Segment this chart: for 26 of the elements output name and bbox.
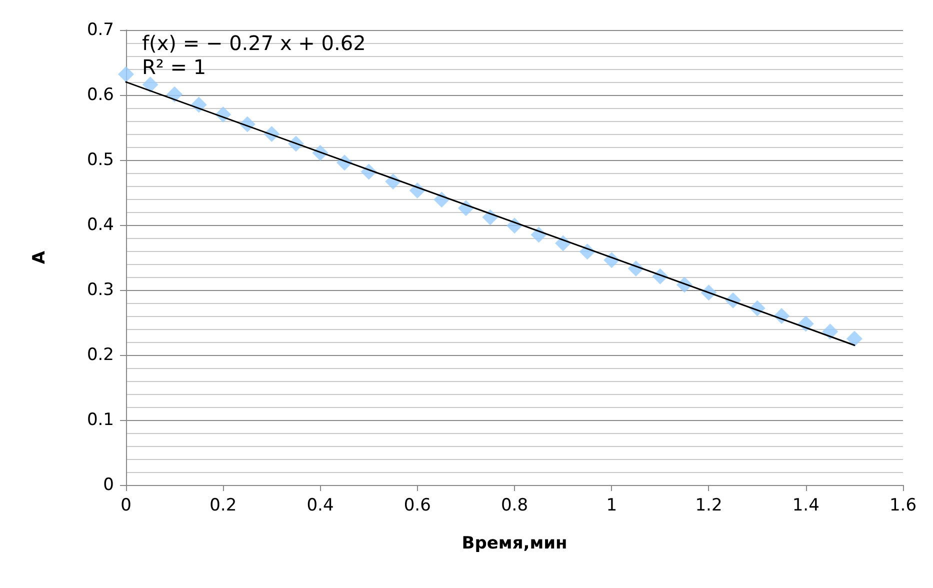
point — [822, 324, 838, 340]
x-tick-label: 1 — [606, 496, 618, 516]
y-tick-label: 0.2 — [86, 345, 114, 365]
y-tick-label: 0.1 — [86, 410, 114, 430]
annotation: R² = 1 — [142, 55, 206, 79]
point — [142, 76, 158, 93]
y-tick-label: 0 — [103, 475, 114, 495]
x-tick-label: 0.2 — [210, 496, 237, 516]
y-tick-label: 0.4 — [86, 215, 114, 235]
y-axis-title: A — [30, 250, 50, 264]
point — [166, 86, 183, 102]
y-tick-label: 0.7 — [86, 20, 114, 40]
x-axis-title: Время,мин — [462, 534, 568, 554]
annotation: f(x) = − 0.27 x + 0.62 — [142, 31, 366, 55]
x-tick-label: 0 — [120, 496, 132, 516]
x-tick-label: 0.4 — [306, 496, 334, 516]
y-tick-label: 0.5 — [86, 150, 114, 170]
y-tick-label: 0.3 — [86, 280, 114, 300]
x-tick-label: 1.2 — [695, 496, 722, 516]
x-tick-label: 1.4 — [792, 496, 820, 516]
point — [846, 330, 862, 347]
y-tick-label: 0.6 — [86, 85, 114, 105]
x-tick-label: 1.6 — [889, 496, 917, 516]
x-tick-label: 0.8 — [500, 496, 528, 516]
point — [118, 66, 134, 82]
x-tick-label: 0.6 — [404, 496, 431, 516]
